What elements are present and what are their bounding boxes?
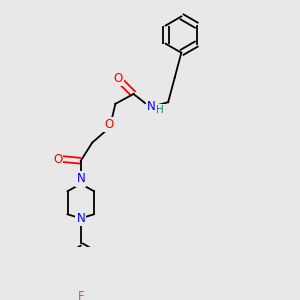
Text: N: N xyxy=(76,172,85,185)
Text: O: O xyxy=(104,118,113,131)
Text: O: O xyxy=(113,72,122,85)
Text: F: F xyxy=(77,290,84,300)
Text: N: N xyxy=(76,212,85,225)
Text: O: O xyxy=(53,153,62,166)
Text: H: H xyxy=(156,106,164,116)
Text: N: N xyxy=(147,100,156,113)
